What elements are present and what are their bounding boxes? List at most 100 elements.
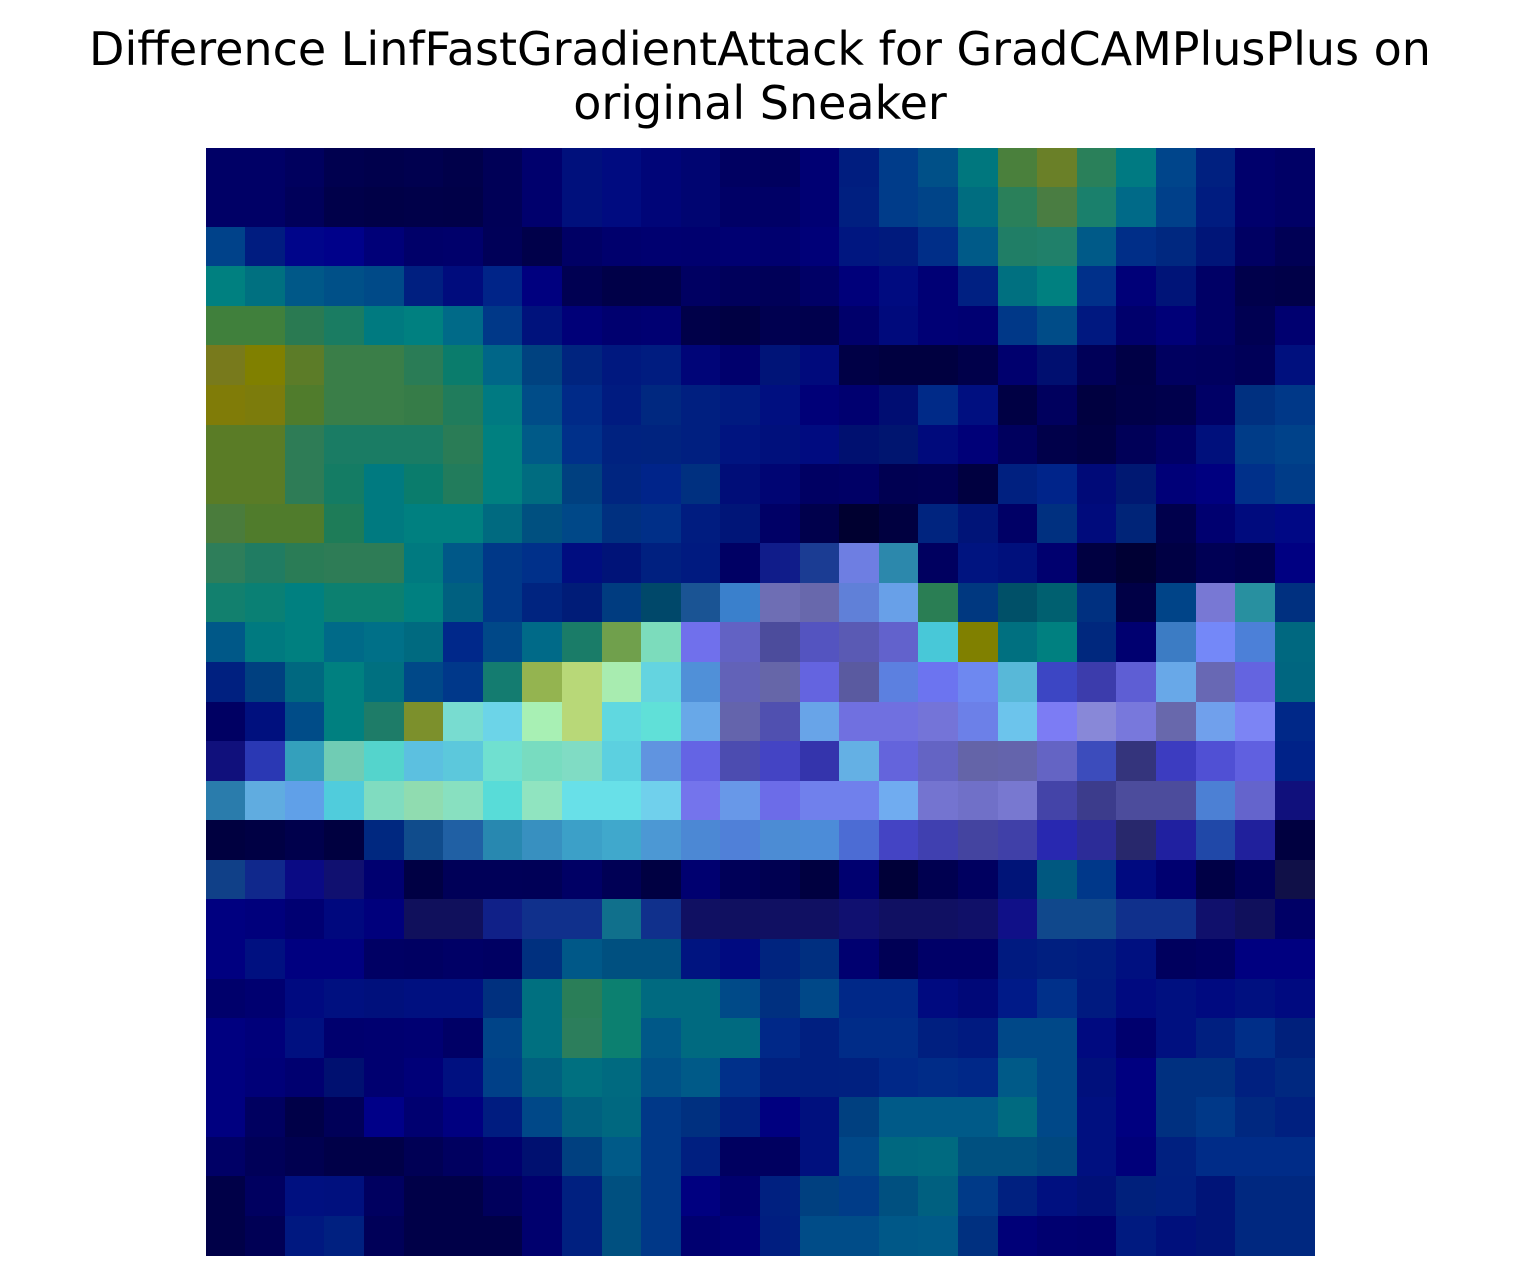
heatmap-cell <box>404 583 444 623</box>
heatmap-cell <box>1116 1097 1157 1138</box>
heatmap-cell <box>1077 939 1117 980</box>
heatmap-cell <box>522 1176 563 1217</box>
heatmap-cell <box>1196 187 1236 228</box>
heatmap-cell <box>998 939 1038 980</box>
heatmap-cell <box>562 306 603 346</box>
heatmap-cell <box>522 622 563 663</box>
heatmap-cell <box>720 741 761 782</box>
heatmap-cell <box>1037 583 1078 623</box>
heatmap-cell <box>958 504 999 544</box>
heatmap-cell <box>364 702 405 742</box>
heatmap-cell <box>364 1216 405 1256</box>
heatmap-cell <box>641 979 682 1019</box>
heatmap-cell <box>998 1137 1038 1177</box>
heatmap-cell <box>206 504 246 544</box>
heatmap-cell <box>483 1176 523 1217</box>
heatmap-cell <box>245 504 286 544</box>
heatmap-cell <box>998 306 1038 346</box>
heatmap-cell <box>206 939 246 980</box>
heatmap-cell <box>602 1176 642 1217</box>
heatmap-cell <box>958 939 999 980</box>
heatmap-cell <box>1077 1137 1117 1177</box>
heatmap-cell <box>720 820 761 861</box>
heatmap-cell <box>602 543 642 584</box>
heatmap-cell <box>483 345 523 386</box>
heatmap-cell <box>245 187 286 228</box>
heatmap-cell <box>1077 345 1117 386</box>
heatmap-cell <box>324 939 365 980</box>
heatmap-cell <box>879 622 919 663</box>
heatmap-cell <box>760 1097 801 1138</box>
heatmap-cell <box>285 345 325 386</box>
heatmap-cell <box>1077 1058 1117 1098</box>
heatmap-cell <box>720 425 761 465</box>
heatmap-cell <box>522 1097 563 1138</box>
heatmap-cell <box>245 820 286 861</box>
heatmap-cell <box>1235 1137 1276 1177</box>
heatmap-cell <box>364 187 405 228</box>
heatmap-cell <box>918 425 959 465</box>
heatmap-cell <box>1037 1058 1078 1098</box>
heatmap-cell <box>800 820 840 861</box>
heatmap-cell <box>1196 583 1236 623</box>
heatmap-cell <box>364 1176 405 1217</box>
heatmap-cell <box>641 187 682 228</box>
heatmap-cell <box>1156 227 1197 267</box>
heatmap-cell <box>800 662 840 703</box>
heatmap-cell <box>681 899 721 940</box>
heatmap-cell <box>483 583 523 623</box>
heatmap-plot-area <box>206 148 1315 1256</box>
heatmap-cell <box>800 899 840 940</box>
heatmap-cell <box>1275 1216 1315 1256</box>
heatmap-cell <box>1156 1176 1197 1217</box>
heatmap-cell <box>404 939 444 980</box>
heatmap-cell <box>1235 187 1276 228</box>
heatmap-cell <box>285 148 325 188</box>
heatmap-cell <box>760 860 801 900</box>
heatmap-cell <box>839 899 880 940</box>
heatmap-cell <box>720 899 761 940</box>
heatmap-cell <box>681 741 721 782</box>
heatmap-cell <box>1077 860 1117 900</box>
heatmap-cell <box>918 979 959 1019</box>
heatmap-cell <box>1037 464 1078 505</box>
heatmap-cell <box>760 1176 801 1217</box>
heatmap-cell <box>1196 1137 1236 1177</box>
heatmap-cell <box>404 1137 444 1177</box>
heatmap-cell <box>1275 266 1315 307</box>
heatmap-cell <box>1235 227 1276 267</box>
heatmap-cell <box>404 425 444 465</box>
heatmap-cell <box>1156 979 1197 1019</box>
heatmap-cell <box>443 1137 484 1177</box>
heatmap-cell <box>364 227 405 267</box>
heatmap-cell <box>958 266 999 307</box>
heatmap-cell <box>404 345 444 386</box>
heatmap-cell <box>1077 622 1117 663</box>
heatmap-cell <box>879 583 919 623</box>
heatmap-cell <box>562 1018 603 1059</box>
heatmap-cell <box>760 227 801 267</box>
heatmap-cell <box>1077 899 1117 940</box>
heatmap-cell <box>879 187 919 228</box>
heatmap-cell <box>681 820 721 861</box>
heatmap-cell <box>285 266 325 307</box>
heatmap-cell <box>245 860 286 900</box>
heatmap-cell <box>602 425 642 465</box>
heatmap-cell <box>483 504 523 544</box>
heatmap-cell <box>1077 187 1117 228</box>
heatmap-cell <box>1235 1176 1276 1217</box>
heatmap-cell <box>1077 504 1117 544</box>
heatmap-cell <box>641 543 682 584</box>
heatmap-cell <box>404 306 444 346</box>
heatmap-cell <box>522 820 563 861</box>
heatmap-cell <box>1077 425 1117 465</box>
heatmap-cell <box>918 860 959 900</box>
heatmap-cell <box>562 820 603 861</box>
heatmap-cell <box>800 504 840 544</box>
heatmap-cell <box>958 464 999 505</box>
heatmap-cell <box>1196 702 1236 742</box>
heatmap-cell <box>1196 266 1236 307</box>
heatmap-cell <box>1235 939 1276 980</box>
heatmap-cell <box>245 1097 286 1138</box>
heatmap-cell <box>483 899 523 940</box>
